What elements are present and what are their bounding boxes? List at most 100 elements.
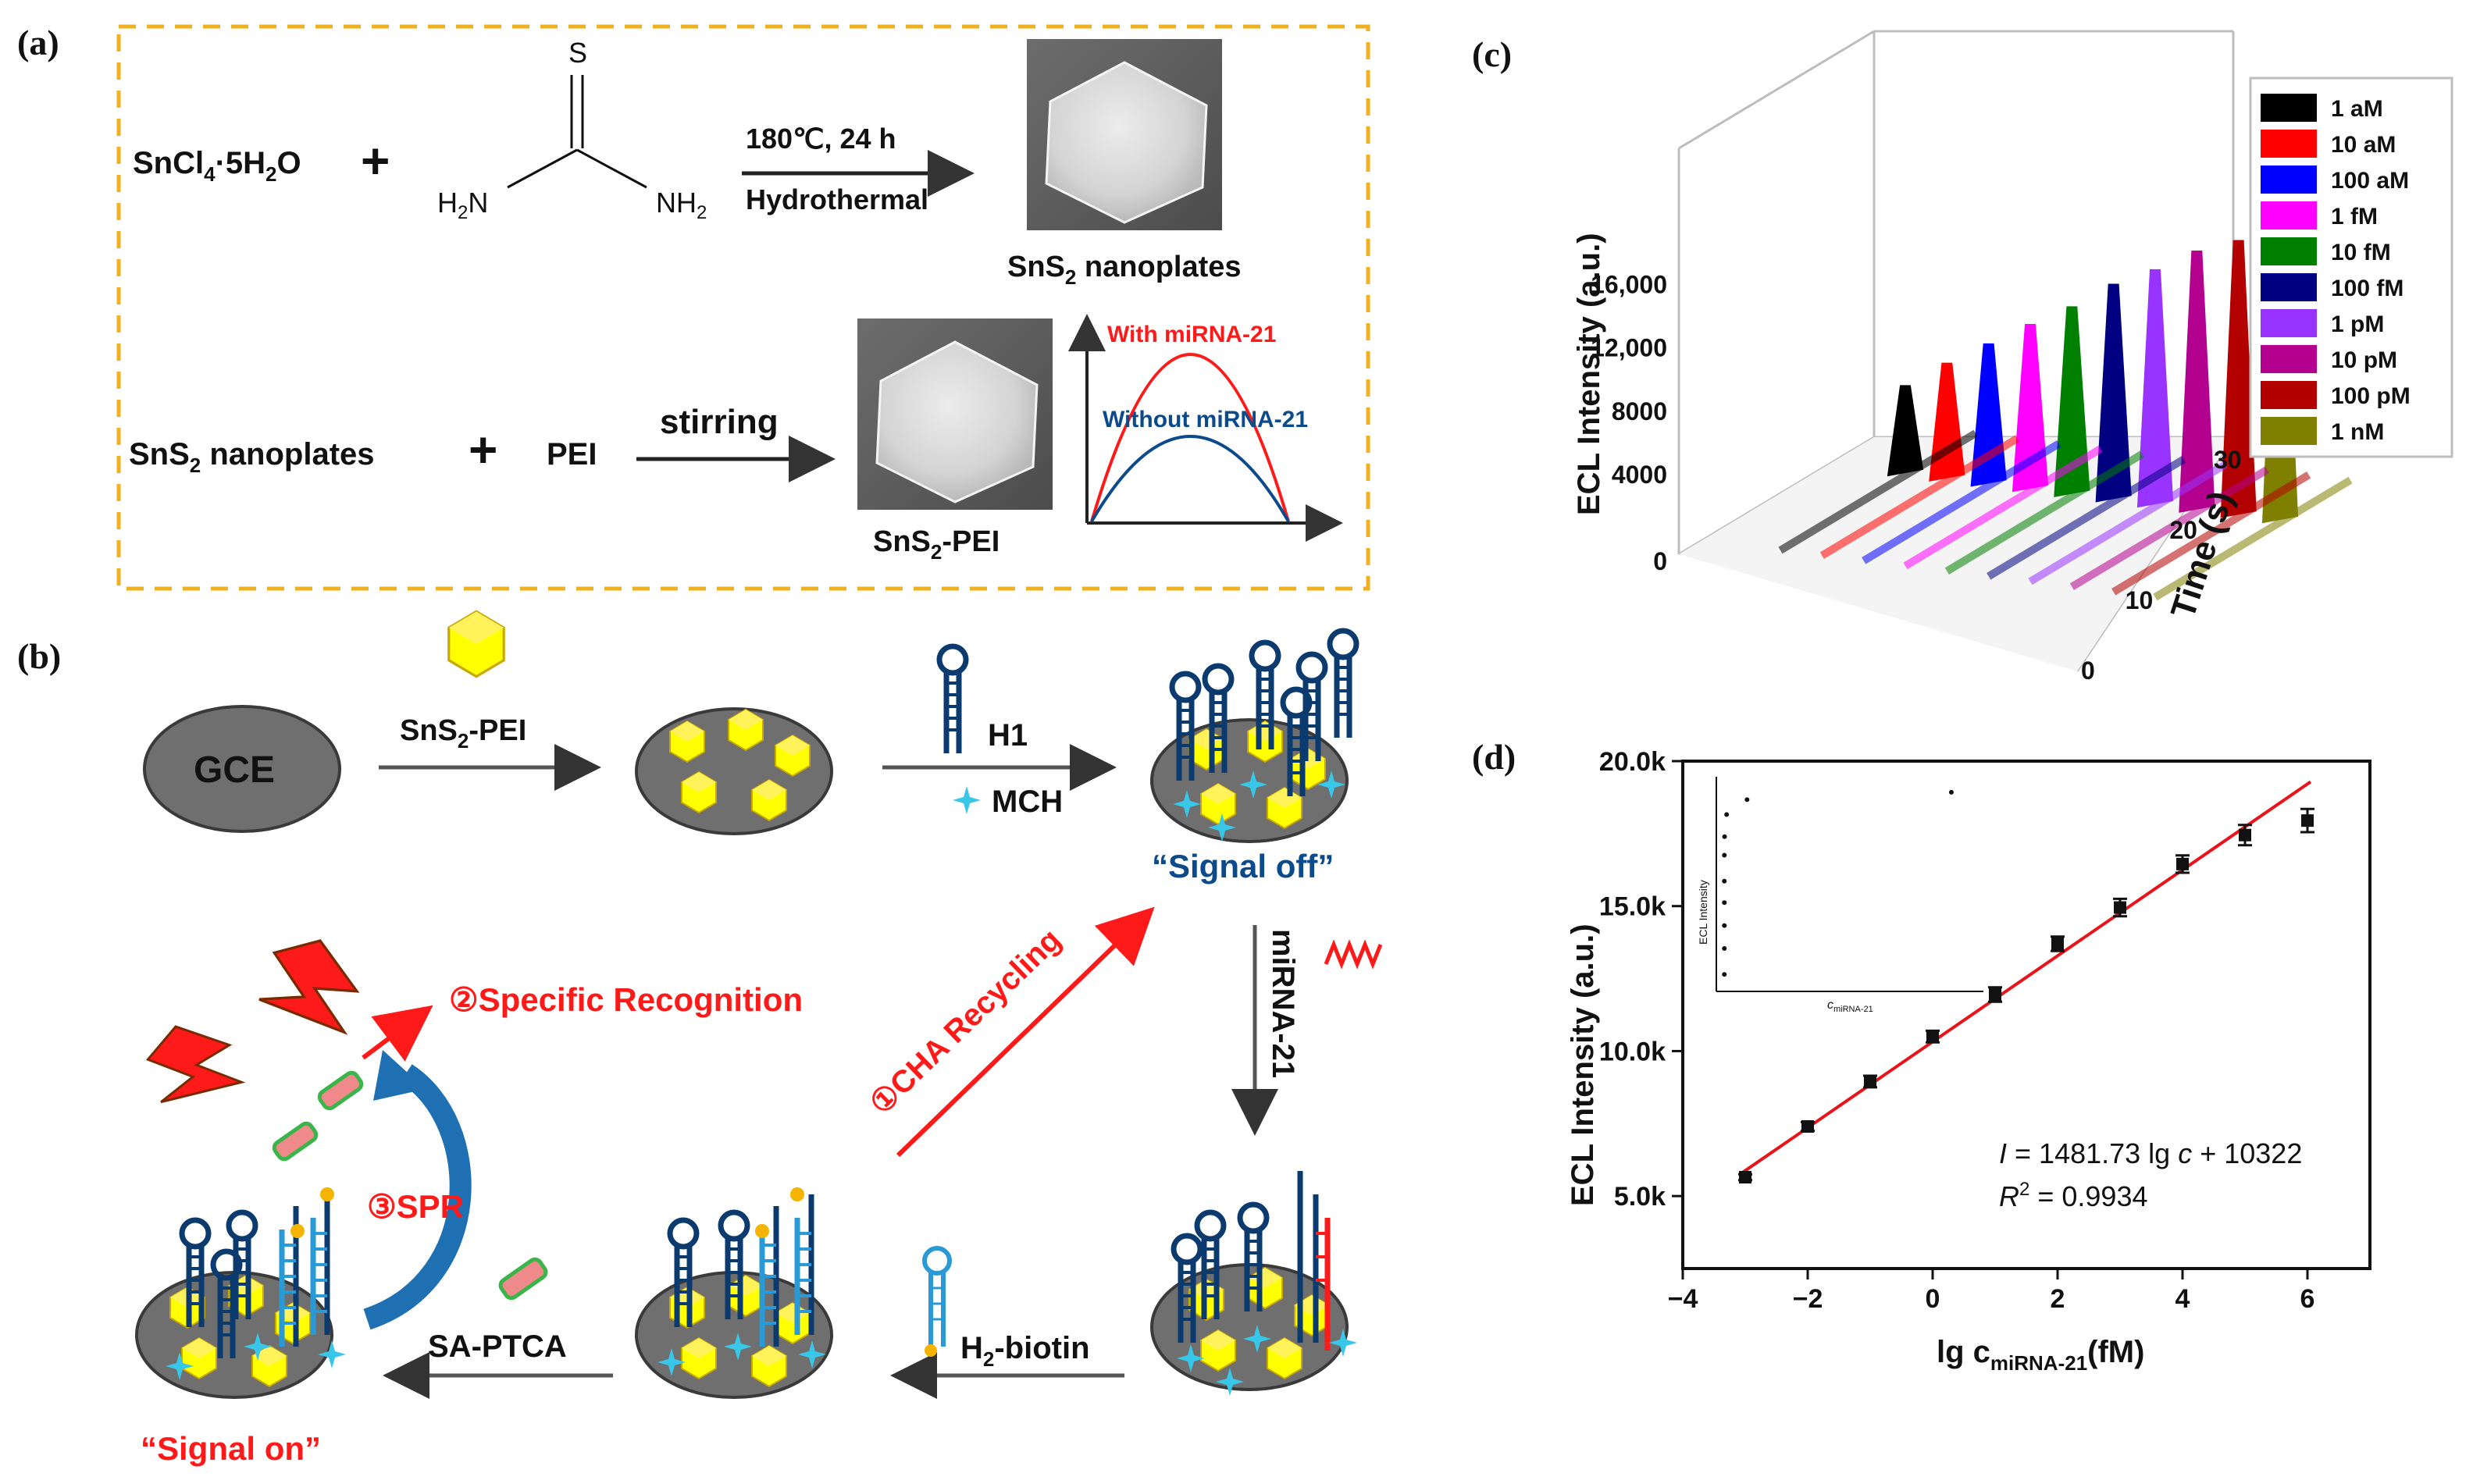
svg-text:ECL Intensity: ECL Intensity <box>1697 880 1709 945</box>
chart-c-legend-label: 1 fM <box>2331 204 2378 230</box>
chart-c-stripe <box>1778 429 1978 554</box>
chart-c-axes: 4000 8000 12,000 16,000 0 0 10 20 30 <box>1591 271 2241 685</box>
chart-d-xlabel: lg cmiRNA-21(fM) <box>1937 1335 2144 1375</box>
signal-curve-inset: With miRNA-21 Without miRNA-21 <box>1068 314 1343 542</box>
svg-text:H2N: H2N <box>437 187 488 223</box>
chart-d-inset-point <box>1722 852 1727 858</box>
panel-b: (b) GCE SnS2-PEI H1 MCH “Signal off” <box>17 610 1383 1467</box>
condition-top: 180℃, 24 h <box>746 123 896 155</box>
chart-c-legend-swatch <box>2261 201 2317 230</box>
chart-c-ztick: 20 <box>2169 516 2197 544</box>
label-signal-on: “Signal on” <box>141 1430 321 1467</box>
chart-c-stripe <box>1944 450 2144 575</box>
chart-c-ylabel: ECL Intensity (a.u.) <box>1572 233 1606 515</box>
chart-c-legend-swatch <box>2261 417 2317 445</box>
arrow-spr-head <box>373 1050 426 1101</box>
chart-c-origin-tick: 0 <box>1653 547 1667 575</box>
chart-c-legend-label: 100 pM <box>2331 383 2411 409</box>
label-mirna: miRNA-21 <box>1266 929 1300 1078</box>
electrode-sns2 <box>635 707 833 835</box>
chart-c-legend-label: 1 nM <box>2331 419 2384 445</box>
lightning-icon-1 <box>130 1010 257 1135</box>
sns2-nanoplate-icon <box>447 610 505 678</box>
chart-d-point <box>2301 814 2314 827</box>
label-specific-recognition: ②Specific Recognition <box>449 981 803 1018</box>
chart-c-stripe <box>2153 476 2353 601</box>
condition-bottom: Hydrothermal <box>746 183 928 215</box>
chart-c-legend-swatch <box>2261 273 2317 301</box>
chart-c-stripe <box>2028 461 2228 585</box>
chart-d-point <box>1864 1075 1876 1088</box>
h2-biotin-icon <box>922 1246 952 1357</box>
chart-d-inset-point <box>1722 878 1727 884</box>
plus-1: + <box>361 133 390 189</box>
arrow-specific-recognition <box>362 1005 433 1062</box>
thiourea-structure: S H2N NH2 <box>437 37 707 223</box>
mirna-strand-icon <box>1324 939 1383 970</box>
sem-image-sns2 <box>1027 39 1222 230</box>
chart-d-point <box>2239 828 2251 842</box>
arrow-spr <box>363 1064 472 1330</box>
chart-c-ytick: 12,000 <box>1591 334 1667 362</box>
chart-d-frame <box>1681 760 2371 1270</box>
chart-c-ytick: 8000 <box>1612 397 1667 425</box>
label-h1: H1 <box>988 718 1028 753</box>
chart-d-point <box>2176 857 2189 870</box>
chart-d-inset-point <box>1724 812 1730 817</box>
chart-c-peak <box>2136 269 2174 508</box>
sa-ptca-bound-2 <box>317 1070 364 1111</box>
reagent-sns2: SnS2 nanoplates <box>129 437 375 477</box>
chart-c-stripe <box>2111 472 2311 596</box>
chart-d-inset-point <box>1722 923 1727 928</box>
electrode-cha <box>635 1187 833 1399</box>
arrow-cha-recycling <box>896 906 1155 1158</box>
panel-a: (a) SnCl4·5H2O + S H2N NH2 180℃, 24 h Hy… <box>17 23 1370 591</box>
chart-d: −4 −2 0 2 4 6 5.0k 10.0k 15.0k 20.0k <box>1599 747 2315 1314</box>
chart-c-legend-items: 1 aM 10 aM 100 aM 1 fM 10 fM 100 fM 1 pM 10 pM 1… <box>2261 94 2411 445</box>
product-sns2-pei: SnS2-PEI <box>873 525 1000 564</box>
curve-with-mirna <box>1090 353 1290 522</box>
chart-d-xtick-label: 4 <box>2175 1284 2190 1314</box>
sa-ptca-icon <box>498 1257 548 1301</box>
chart-d-point <box>2114 901 2126 914</box>
chart-d-fit-line <box>1737 780 2312 1176</box>
panel-b-label: (b) <box>17 636 61 676</box>
chart-c-ztick: 30 <box>2214 446 2242 474</box>
chart-d-inset-point <box>1744 797 1750 802</box>
panel-c-label: (c) <box>1472 34 1512 74</box>
chart-c-legend-label: 1 pM <box>2331 311 2384 337</box>
reagent-pei: PEI <box>547 437 597 472</box>
chart-d-ylabel: ECL Intensity (a.u.) <box>1566 923 1600 1206</box>
gce-label: GCE <box>194 749 275 791</box>
chart-d-ytick-label: 20.0k <box>1599 747 1666 777</box>
chart-c-peak <box>2220 240 2257 518</box>
chart-d-inset-point <box>1722 900 1727 906</box>
panel-d: (d) −4 −2 0 2 4 6 5.0k 10.0k 15.0k 20.0k ECL Inte… <box>1472 737 2371 1375</box>
electrode-signal-off <box>1150 631 1356 843</box>
chart-c-stripe <box>1903 445 2103 570</box>
chart-d-point <box>1926 1030 1939 1043</box>
plus-2: + <box>469 422 497 478</box>
chart-d-inset-point <box>1722 972 1727 977</box>
chart-d-inset-point <box>1722 834 1727 839</box>
chart-c-legend-label: 100 fM <box>2331 276 2404 301</box>
chart-c-stripe <box>1987 456 2186 580</box>
chart-c-peak <box>2054 306 2090 497</box>
mch-icon <box>953 786 981 814</box>
chart-c-ztick: 10 <box>2126 586 2154 614</box>
chart-c-floor <box>1679 437 2233 671</box>
chart-d-ytick-label: 15.0k <box>1599 892 1666 922</box>
panel-a-label: (a) <box>17 23 59 62</box>
step-sns2-pei: SnS2-PEI <box>400 714 526 753</box>
chart-c-stripe <box>2069 466 2269 590</box>
chart-d-point <box>1801 1120 1814 1133</box>
label-mch: MCH <box>992 785 1063 819</box>
curve-without-mirna <box>1090 435 1290 523</box>
chart-c-peak <box>1929 362 1965 482</box>
svg-text:cmiRNA-21: cmiRNA-21 <box>1827 998 1873 1014</box>
product-sns2-nanoplates: SnS2 nanoplates <box>1007 251 1242 289</box>
chart-c-stripe <box>1862 440 2061 564</box>
chart-c-legend-label: 10 aM <box>2331 132 2396 158</box>
chart-c-peak <box>2179 251 2215 513</box>
